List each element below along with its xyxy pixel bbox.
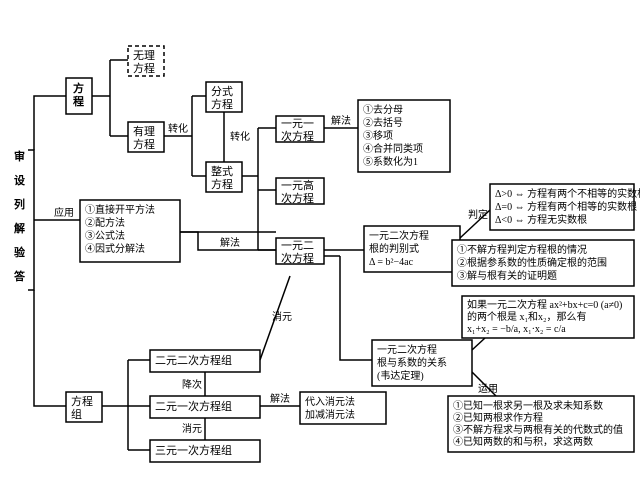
svg-text:①不解方程判定方程根的情况: ①不解方程判定方程根的情况 — [457, 243, 587, 256]
svg-text:消元: 消元 — [182, 422, 202, 435]
svg-text:二元一次方程组: 二元一次方程组 — [155, 399, 232, 413]
svg-text:④合并同类项: ④合并同类项 — [363, 142, 423, 155]
svg-text:①直接开平方法: ①直接开平方法 — [85, 203, 155, 216]
svg-text:⑤系数化为1: ⑤系数化为1 — [363, 155, 418, 168]
svg-text:列: 列 — [14, 197, 25, 211]
svg-text:④因式分解法: ④因式分解法 — [85, 242, 145, 255]
svg-text:审: 审 — [14, 149, 25, 163]
svg-text:一元二次方程: 一元二次方程 — [281, 240, 314, 265]
svg-text:如果一元二次方程 ax²+bx+c=0 (a≠0): 如果一元二次方程 ax²+bx+c=0 (a≠0) — [467, 298, 622, 311]
svg-text:解法: 解法 — [331, 114, 351, 127]
svg-text:③解与根有关的证明题: ③解与根有关的证明题 — [457, 269, 557, 282]
svg-text:②去括号: ②去括号 — [363, 116, 403, 129]
svg-text:转化: 转化 — [230, 130, 250, 143]
svg-text:②配方法: ②配方法 — [85, 216, 125, 229]
svg-text:有理方程: 有理方程 — [133, 124, 155, 151]
svg-text:Δ=0 ⇔ 方程有两个相等的实数根: Δ=0 ⇔ 方程有两个相等的实数根 — [495, 200, 637, 213]
svg-text:解法: 解法 — [220, 236, 240, 249]
svg-text:①去分母: ①去分母 — [363, 104, 403, 116]
svg-text:Δ>0 ⇔ 方程有两个不相等的实数根: Δ>0 ⇔ 方程有两个不相等的实数根 — [495, 187, 640, 200]
svg-text:③移项: ③移项 — [363, 129, 393, 142]
svg-text:②根据参系数的性质确定根的范围: ②根据参系数的性质确定根的范围 — [457, 256, 607, 269]
svg-text:解法: 解法 — [270, 392, 290, 405]
svg-text:一元高次方程: 一元高次方程 — [281, 178, 314, 205]
svg-text:整式方程: 整式方程 — [211, 164, 233, 191]
svg-text:运用: 运用 — [478, 383, 498, 395]
svg-text:②已知两根求作方程: ②已知两根求作方程 — [453, 411, 543, 424]
svg-text:三元一次方程组: 三元一次方程组 — [155, 443, 232, 457]
svg-text:Δ<0 ⇔ 方程无实数根: Δ<0 ⇔ 方程无实数根 — [495, 213, 587, 226]
svg-text:设: 设 — [14, 173, 26, 187]
svg-text:解: 解 — [14, 221, 25, 235]
svg-text:③公式法: ③公式法 — [85, 229, 125, 242]
svg-text:消元: 消元 — [272, 310, 292, 323]
svg-text:二元二次方程组: 二元二次方程组 — [155, 353, 232, 367]
svg-text:x₁+x₂ = −b/a, x₁·x₂ = c/a: x₁+x₂ = −b/a, x₁·x₂ = c/a — [467, 324, 566, 335]
svg-text:降次: 降次 — [182, 378, 202, 391]
svg-text:应用: 应用 — [54, 206, 74, 219]
svg-text:转化: 转化 — [168, 122, 188, 135]
svg-text:的两个根是 x₁和x₂，那么有: 的两个根是 x₁和x₂，那么有 — [467, 310, 586, 323]
svg-text:③不解方程求与两根有关的代数式的值: ③不解方程求与两根有关的代数式的值 — [453, 423, 623, 436]
svg-text:判定: 判定 — [468, 208, 488, 221]
svg-text:答: 答 — [14, 269, 26, 283]
svg-text:①已知一根求另一根及求未知系数: ①已知一根求另一根及求未知系数 — [453, 399, 603, 412]
svg-text:方程: 方程 — [73, 81, 84, 108]
svg-text:④已知两数的和与积，求这两数: ④已知两数的和与积，求这两数 — [453, 435, 593, 448]
svg-text:验: 验 — [14, 245, 26, 259]
svg-text:一元一次方程: 一元一次方程 — [281, 118, 314, 143]
